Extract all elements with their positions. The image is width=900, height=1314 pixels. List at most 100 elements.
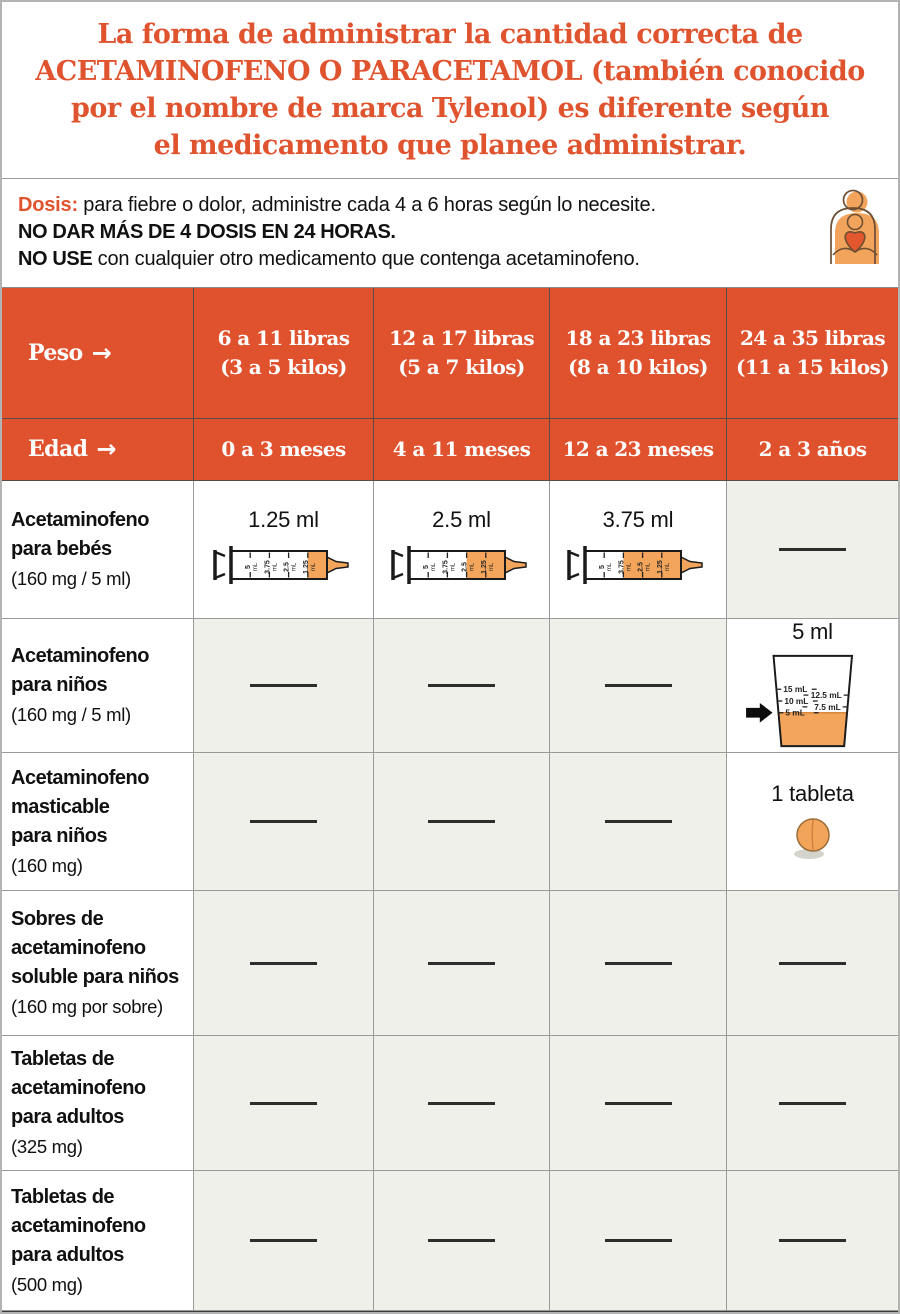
weight-pounds: 6 a 11 libras [217,326,350,350]
weight-pounds: 24 a 35 libras [739,326,886,350]
syringe-illustration: 5 mL 3.75 mL 2.5 mL 1.25 mL [567,546,703,584]
svg-text:5: 5 [245,565,252,569]
svg-text:mL: mL [646,562,652,571]
dose-cell-empty [727,481,898,619]
right-arrow-icon: → [96,435,116,463]
dose-cell-empty [374,753,550,891]
age-header-label: Edad [28,436,88,462]
medicine-strength: (500 mg) [11,1273,83,1295]
empty-dash [604,1101,672,1105]
empty-dash [250,820,317,823]
weight-header-label: Peso [28,339,83,366]
dose-cell-empty [374,619,550,753]
medicine-name-line: acetaminofeno [11,1214,146,1237]
medicine-row-label: Acetaminofeno para niños (160 mg / 5 ml) [2,619,194,753]
medicine-name-line: Tabletas de [11,1185,115,1208]
medicine-strength: (160 mg) [11,854,83,876]
svg-text:mL: mL [607,562,613,571]
svg-text:5: 5 [599,565,606,569]
empty-dash [604,1239,672,1242]
weight-pounds: 18 a 23 libras [565,326,711,350]
empty-dash [428,1239,495,1242]
svg-text:15 mL: 15 mL [783,684,807,694]
age-range: 0 a 3 meses [221,437,346,461]
tablet-illustration [793,818,830,859]
svg-text:7.5 mL: 7.5 mL [814,702,840,712]
dosage-warning-combination: NO USE con cualquier otro medicamento qu… [18,246,882,273]
medicine-row-label: Acetaminofeno para bebés (160 mg / 5 ml) [2,481,194,619]
dosage-section: Dosis: para fiebre o dolor, administre c… [2,179,898,287]
empty-dash [250,1239,317,1242]
dose-cell-empty [550,1171,727,1311]
svg-text:5 mL: 5 mL [785,708,804,718]
weight-kilos: (8 a 10 kilos) [568,355,708,379]
dose-cell-tablet: 1 tableta [727,753,898,891]
svg-text:mL: mL [626,562,632,571]
empty-dash [604,684,672,687]
parent-embracing-child-logo [826,187,884,275]
dose-cell-empty [194,891,374,1036]
svg-text:mL: mL [450,562,456,571]
title-line: el medicamento que planee administrar. [153,130,747,161]
title-line: La forma de administrar la cantidad corr… [97,19,803,50]
dose-amount: 1 tableta [771,781,854,806]
empty-dash [779,1239,846,1242]
medicine-name-line: para niños [11,674,108,696]
dose-cell-empty [374,1171,550,1311]
empty-dash [604,820,672,823]
dosage-warning-rest: con cualquier otro medicamento que conte… [97,248,640,270]
medicine-name-line: Acetaminofeno [11,509,149,531]
dosage-instruction-text: para fiebre o dolor, administre cada 4 a… [83,194,656,216]
syringe-illustration: 5 mL 3.75 mL 2.5 mL 1.25 mL [212,546,349,584]
weight-kilos: (11 a 15 kilos) [735,355,890,379]
dose-cell-empty [194,753,374,891]
medicine-name-line: Acetaminofeno [11,766,149,789]
dose-cell-empty [727,891,898,1036]
medicine-row-label: Tabletas de acetaminofeno para adultos (50… [2,1171,194,1311]
dose-cell-syringe: 1.25 ml 5 mL 3.75 mL 2.5 mL 1.25 mL [194,481,374,619]
dosing-table: Peso → 6 a 11 libras (3 a 5 kilos) 12 a 1… [2,287,898,1312]
dosis-label: Dosis: [18,194,78,216]
svg-text:10 mL: 10 mL [784,696,808,706]
medicine-name-line: para adultos [11,1243,124,1266]
age-range-cell: 12 a 23 meses [550,419,727,481]
dose-cell-cup: 5 ml 15 mL 10 mL 5 mL 12.5 mL 7.5 mL [727,619,898,753]
age-range: 12 a 23 meses [562,437,714,461]
empty-dash [250,1101,317,1105]
svg-text:1.25: 1.25 [480,560,487,574]
medicine-name-line: masticable [11,795,110,818]
weight-kilos: (3 a 5 kilos) [220,355,347,379]
dose-cell-empty [550,619,727,753]
age-range-cell: 2 a 3 años [727,419,898,481]
medicine-row-label: Acetaminofeno masticable para niños (160 m… [2,753,194,891]
syringe-illustration: 5 mL 3.75 mL 2.5 mL 1.25 mL [390,546,527,584]
empty-dash [604,961,672,965]
medicine-name-line: acetaminofeno [11,1077,146,1099]
svg-text:5: 5 [423,565,430,569]
dose-cell-syringe: 2.5 ml 5 mL 3.75 mL 2.5 mL 1.25 mL [374,481,550,619]
svg-text:mL: mL [253,562,259,571]
dose-cell-empty [194,619,374,753]
dosage-warning-max: NO DAR MÁS DE 4 DOSIS EN 24 HORAS. [18,221,396,243]
cup-illustration: 15 mL 10 mL 5 mL 12.5 mL 7.5 mL [745,654,853,748]
dose-cell-empty [194,1171,374,1311]
age-header-cell: Edad → [2,419,194,481]
age-range: 2 a 3 años [758,437,867,461]
weight-range-cell: 18 a 23 libras (8 a 10 kilos) [550,288,727,419]
empty-dash [250,684,317,687]
dose-cell-syringe: 3.75 ml 5 mL 3.75 mL 2.5 mL 1.25 mL [550,481,727,619]
medicine-strength: (325 mg) [11,1136,83,1157]
medicine-name-line: para adultos [11,1106,124,1128]
dose-cell-empty [550,1036,727,1171]
age-range-cell: 0 a 3 meses [194,419,374,481]
age-range-cell: 4 a 11 meses [374,419,550,481]
medicine-row-label: Sobres de acetaminofeno soluble para niños… [2,891,194,1036]
svg-text:mL: mL [488,562,494,571]
svg-text:3.75: 3.75 [618,560,625,574]
svg-text:2.5: 2.5 [283,562,290,572]
dosage-instruction: Dosis: para fiebre o dolor, administre c… [18,192,882,219]
medicine-name-line: soluble para niños [11,966,179,988]
svg-text:1.25: 1.25 [657,560,664,574]
svg-text:3.75: 3.75 [264,560,271,574]
